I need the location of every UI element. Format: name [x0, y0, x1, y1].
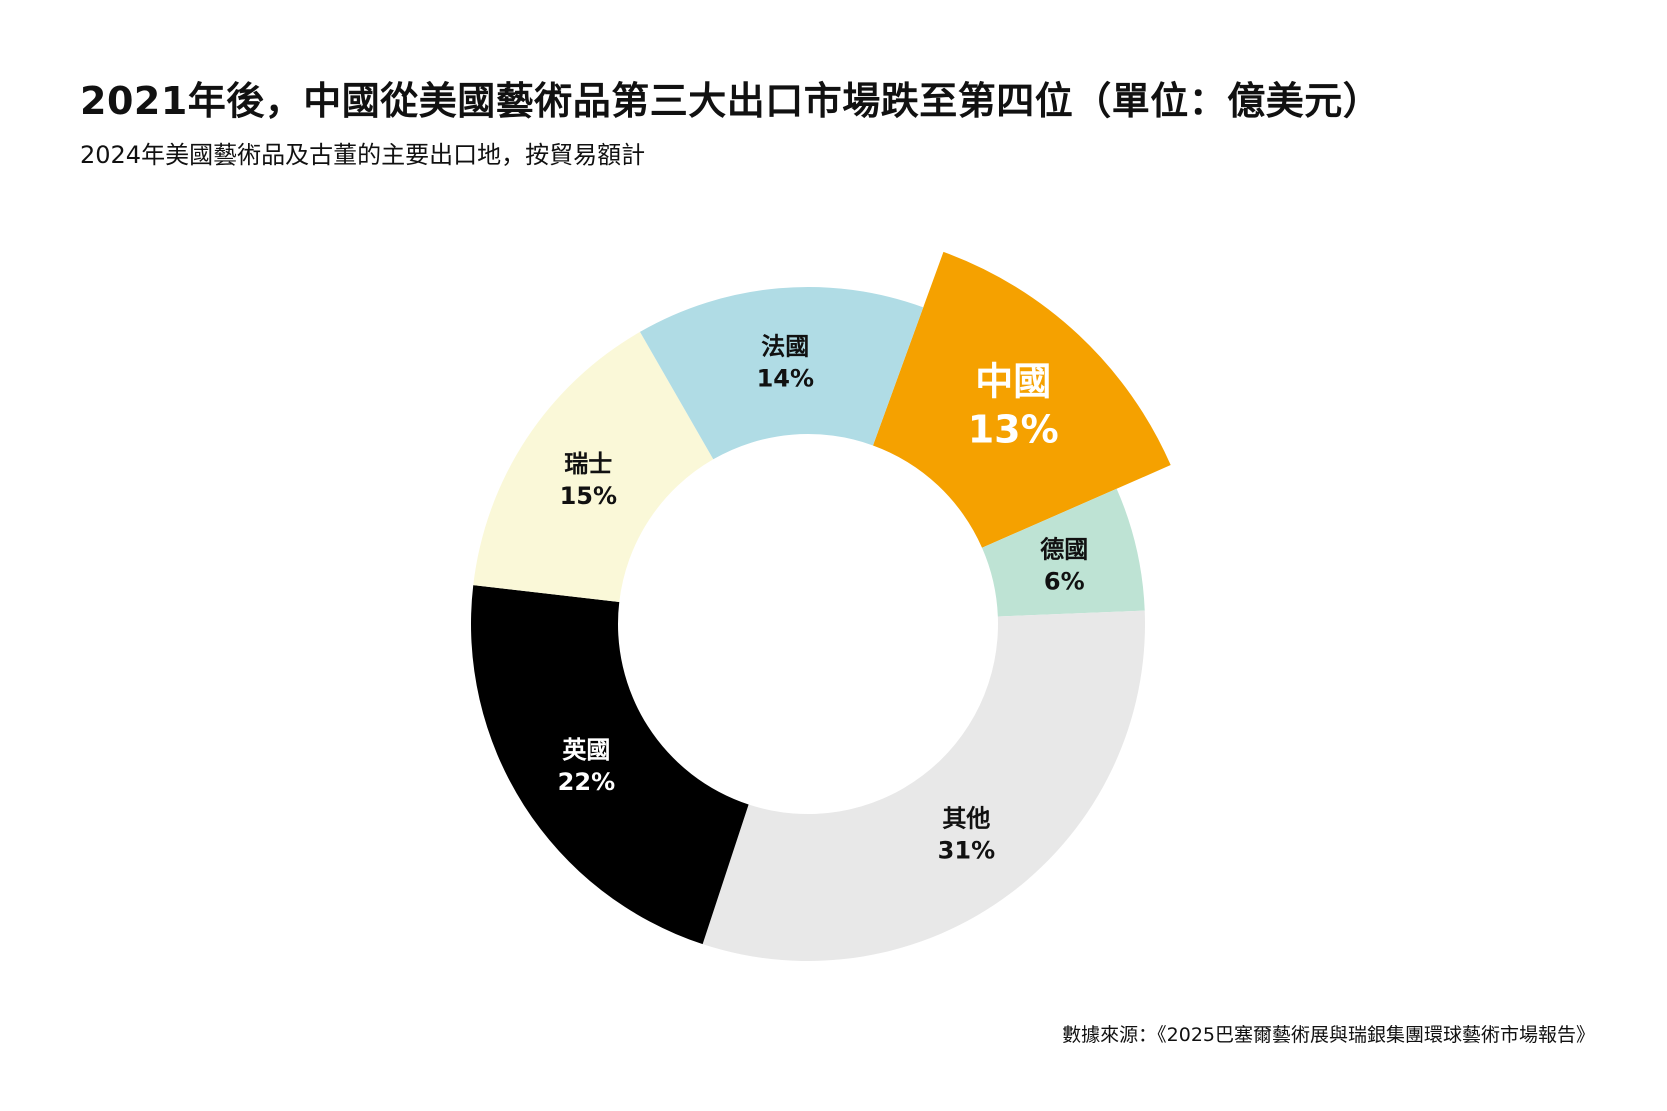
slice-5 [640, 286, 924, 460]
slice-3 [471, 585, 749, 945]
slice-label-value-0: 13% [968, 408, 1059, 452]
slice-label-value-5: 14% [757, 364, 814, 392]
slice-label-name-3: 英國 [562, 736, 610, 764]
slice-label-value-2: 31% [938, 836, 995, 864]
slice-label-value-3: 22% [558, 768, 615, 796]
chart-title: 2021年後，中國從美國藝術品第三大出口市場跌至第四位（單位：億美元） [80, 79, 1382, 123]
slice-2 [702, 610, 1145, 962]
source-note: 數據來源：《2025巴塞爾藝術展與瑞銀集團環球藝術市場報告》 [1062, 1024, 1595, 1046]
slice-label-name-0: 中國 [975, 360, 1051, 404]
slice-label-name-2: 其他 [942, 804, 990, 832]
slice-label-name-5: 法國 [761, 332, 809, 360]
slice-1 [982, 488, 1145, 617]
slice-4 [473, 331, 714, 603]
chart-subtitle: 2024年美國藝術品及古董的主要出口地，按貿易額計 [80, 141, 646, 169]
slice-label-value-1: 6% [1044, 567, 1085, 595]
slice-0 [872, 251, 1171, 548]
slice-label-name-4: 瑞士 [564, 450, 612, 478]
slice-label-value-4: 15% [560, 482, 617, 510]
slice-label-name-1: 德國 [1040, 535, 1088, 563]
